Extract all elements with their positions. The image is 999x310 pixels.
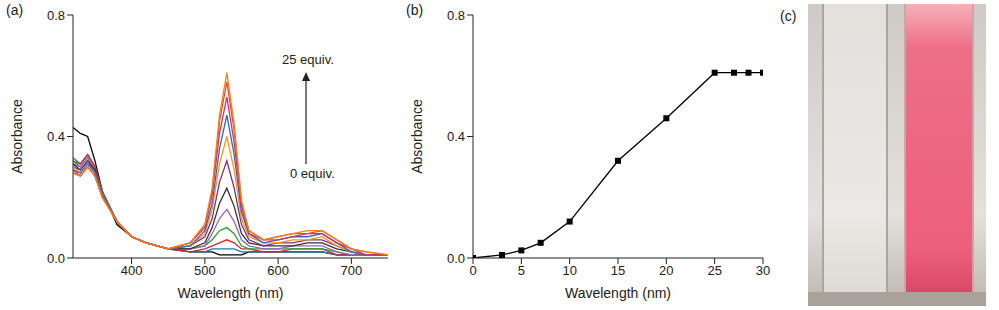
svg-text:500: 500 [194, 263, 216, 278]
html-text:(c): (c) [780, 8, 797, 24]
svg-text:Wavelength (nm): Wavelength (nm) [565, 285, 671, 301]
svg-text:0.8: 0.8 [47, 8, 65, 23]
html-text:25 equiv.: 25 equiv. [282, 52, 334, 67]
svg-text:15: 15 [611, 263, 625, 278]
svg-text:5: 5 [518, 263, 525, 278]
html-text:(b): (b) [406, 2, 424, 18]
html-text:(a): (a) [6, 2, 24, 18]
svg-text:0: 0 [469, 263, 476, 278]
svg-text:Wavelength (nm): Wavelength (nm) [177, 285, 283, 301]
svg-text:600: 600 [267, 263, 289, 278]
svg-text:Absorbance: Absorbance [409, 99, 425, 174]
svg-text:10: 10 [562, 263, 576, 278]
svg-text:400: 400 [121, 263, 143, 278]
svg-text:700: 700 [341, 263, 363, 278]
svg-text:0.4: 0.4 [47, 129, 65, 144]
svg-text:30: 30 [756, 263, 770, 278]
svg-text:20: 20 [659, 263, 673, 278]
svg-text:0.8: 0.8 [447, 8, 465, 23]
svg-text:0.4: 0.4 [447, 129, 465, 144]
svg-text:0.0: 0.0 [447, 251, 465, 266]
svg-text:Absorbance: Absorbance [9, 99, 25, 174]
svg-text:25: 25 [707, 263, 721, 278]
svg-text:0.0: 0.0 [47, 251, 65, 266]
html-text:0 equiv.: 0 equiv. [290, 166, 335, 181]
